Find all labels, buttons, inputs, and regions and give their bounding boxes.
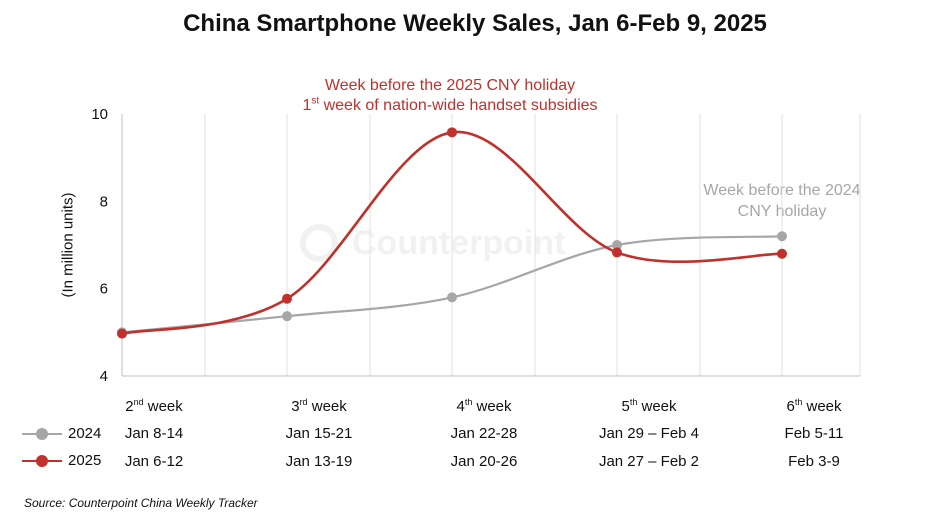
legend-label-2025: 2025 (68, 452, 102, 469)
legend-item-2024: 2024 (22, 424, 112, 444)
chart-title: China Smartphone Weekly Sales, Jan 6-Feb… (183, 10, 767, 37)
week-label-5: 5th week (621, 397, 677, 416)
data-point-2025-2 (447, 127, 457, 138)
data-point-2025-1 (282, 293, 292, 304)
date-label-2024-week-4: Jan 22-28 (450, 425, 518, 442)
data-point-2024-1 (282, 311, 292, 322)
date-label-2025-week-4: Jan 20-26 (450, 453, 518, 470)
annotation-2025-line1: Week before the 2025 CNY holiday (324, 77, 576, 94)
y-tick-label-6: 6 (100, 281, 108, 298)
y-tick-label-8: 8 (100, 193, 108, 210)
y-tick-label-10: 10 (91, 106, 108, 123)
date-label-2025-week-3: Jan 13-19 (285, 453, 353, 470)
week-label-2: 2nd week (125, 397, 183, 416)
legend-item-2025: 2025 (22, 451, 112, 471)
annotation-2025-cny: Week before the 2025 CNY holiday 1st wee… (250, 76, 650, 116)
data-point-2024-3 (612, 240, 622, 250)
date-label-2024-week-5: Jan 29 – Feb 4 (598, 425, 700, 442)
date-label-2025-week-6: Feb 3-9 (788, 453, 840, 470)
legend-swatch-2024 (22, 424, 62, 444)
date-label-2025-week-5: Jan 27 – Feb 2 (598, 453, 700, 470)
date-label-2024-week-2: Jan 8-14 (124, 425, 184, 442)
data-point-2024-2 (447, 292, 457, 303)
legend-swatch-2025 (22, 451, 62, 471)
week-label-4: 4th week (456, 397, 512, 416)
legend-label-2024: 2024 (68, 425, 102, 442)
source-note: Source: Counterpoint China Weekly Tracke… (24, 496, 258, 510)
date-label-2025-week-2: Jan 6-12 (124, 453, 184, 470)
data-point-2025-4 (777, 248, 787, 259)
data-point-2024-4 (777, 231, 787, 242)
data-point-2025-3 (612, 247, 622, 258)
date-label-2024-week-6: Feb 5-11 (784, 425, 844, 442)
week-label-6: 6th week (786, 397, 842, 416)
y-tick-label-4: 4 (100, 368, 108, 385)
data-point-2025-0 (117, 328, 127, 339)
annotation-2025-line2: 1st week of nation-wide handset subsidie… (302, 95, 598, 114)
week-label-3: 3rd week (291, 397, 347, 416)
date-label-2024-week-3: Jan 15-21 (285, 425, 353, 442)
